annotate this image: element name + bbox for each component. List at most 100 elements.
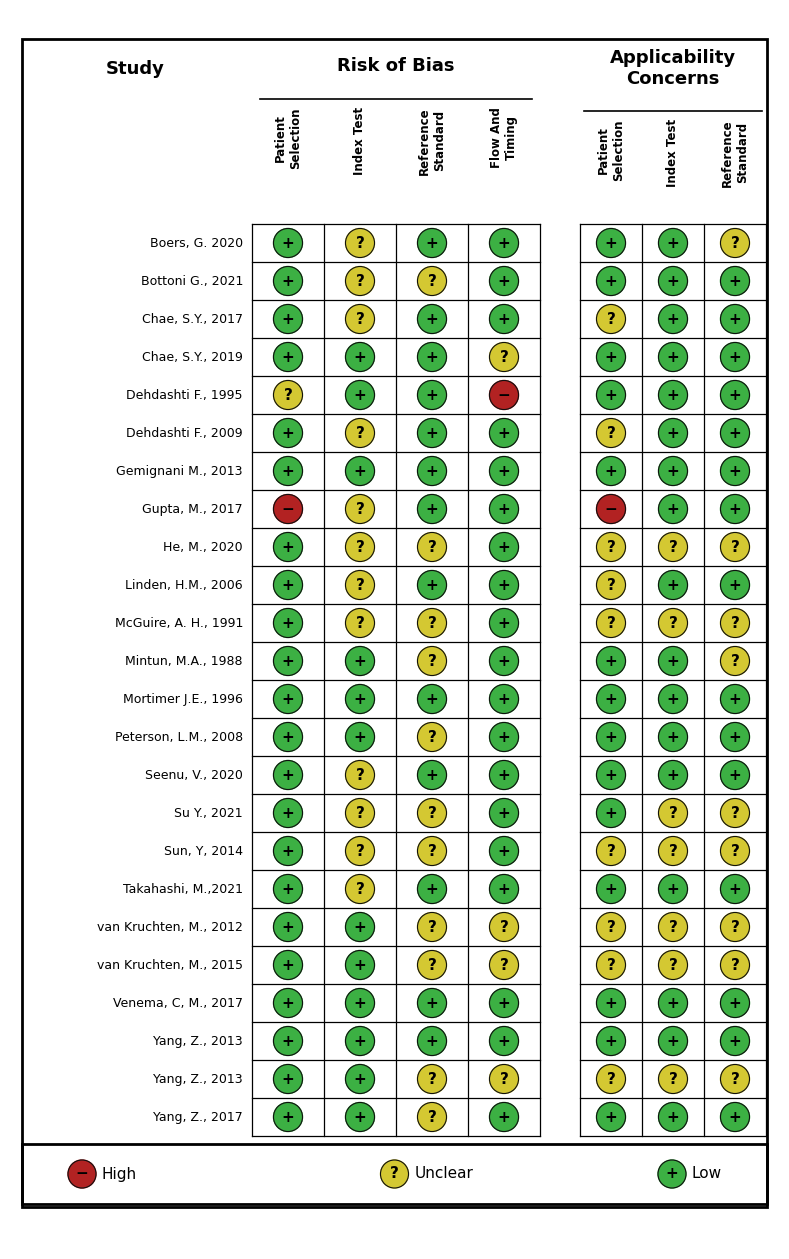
- Text: +: +: [604, 463, 617, 478]
- Text: ?: ?: [731, 919, 739, 934]
- Circle shape: [489, 836, 518, 865]
- Text: ?: ?: [668, 616, 678, 631]
- Text: He, M., 2020: He, M., 2020: [163, 540, 243, 554]
- Text: +: +: [425, 426, 439, 441]
- Circle shape: [489, 1103, 518, 1132]
- Text: ?: ?: [731, 235, 739, 251]
- Text: ?: ?: [731, 1071, 739, 1087]
- Circle shape: [659, 1065, 687, 1094]
- Text: Yang, Z., 2017: Yang, Z., 2017: [153, 1110, 243, 1123]
- Text: ?: ?: [356, 578, 365, 593]
- Text: ?: ?: [731, 616, 739, 631]
- Text: +: +: [604, 806, 617, 821]
- Text: +: +: [353, 958, 366, 972]
- Circle shape: [346, 1026, 375, 1055]
- Circle shape: [596, 418, 626, 447]
- Text: Yang, Z., 2013: Yang, Z., 2013: [153, 1035, 243, 1047]
- Text: +: +: [282, 235, 294, 251]
- Text: +: +: [728, 691, 742, 706]
- Text: ?: ?: [428, 540, 436, 554]
- Circle shape: [274, 380, 302, 409]
- Text: ?: ?: [668, 1071, 678, 1087]
- Circle shape: [659, 1026, 687, 1055]
- Text: Linden, H.M., 2006: Linden, H.M., 2006: [125, 578, 243, 592]
- Text: +: +: [667, 729, 679, 744]
- Text: ?: ?: [356, 426, 365, 441]
- Text: +: +: [425, 350, 439, 365]
- Text: ?: ?: [607, 844, 615, 859]
- Circle shape: [659, 685, 687, 714]
- Circle shape: [489, 913, 518, 942]
- Text: +: +: [498, 844, 510, 859]
- Text: Chae, S.Y., 2019: Chae, S.Y., 2019: [142, 350, 243, 364]
- Circle shape: [346, 723, 375, 752]
- Circle shape: [346, 875, 375, 904]
- Circle shape: [274, 267, 302, 296]
- Circle shape: [658, 1160, 686, 1188]
- Text: Sun, Y, 2014: Sun, Y, 2014: [164, 845, 243, 857]
- Circle shape: [346, 1103, 375, 1132]
- Text: +: +: [282, 768, 294, 783]
- Circle shape: [720, 760, 750, 789]
- Circle shape: [720, 380, 750, 409]
- Text: +: +: [282, 806, 294, 821]
- Text: ?: ?: [499, 958, 508, 972]
- Circle shape: [659, 951, 687, 980]
- Text: +: +: [425, 463, 439, 478]
- Text: −: −: [604, 501, 617, 516]
- Text: ?: ?: [607, 540, 615, 554]
- Text: +: +: [282, 426, 294, 441]
- Text: ?: ?: [607, 578, 615, 593]
- Text: ?: ?: [356, 540, 365, 554]
- Circle shape: [596, 380, 626, 409]
- Circle shape: [417, 875, 447, 904]
- Circle shape: [659, 342, 687, 371]
- Circle shape: [720, 951, 750, 980]
- Text: van Kruchten, M., 2015: van Kruchten, M., 2015: [97, 958, 243, 972]
- Text: ?: ?: [428, 1071, 436, 1087]
- Text: +: +: [425, 691, 439, 706]
- Text: ?: ?: [607, 919, 615, 934]
- Text: +: +: [425, 768, 439, 783]
- Circle shape: [346, 988, 375, 1017]
- Circle shape: [417, 570, 447, 599]
- Circle shape: [659, 457, 687, 486]
- Text: +: +: [728, 1109, 742, 1124]
- Circle shape: [720, 1026, 750, 1055]
- Circle shape: [274, 457, 302, 486]
- Text: +: +: [728, 463, 742, 478]
- Text: ?: ?: [499, 1071, 508, 1087]
- Circle shape: [720, 495, 750, 524]
- Text: Risk of Bias: Risk of Bias: [337, 57, 454, 76]
- Circle shape: [720, 570, 750, 599]
- Circle shape: [489, 760, 518, 789]
- Text: +: +: [667, 273, 679, 288]
- Text: ?: ?: [607, 426, 615, 441]
- Circle shape: [274, 608, 302, 637]
- Circle shape: [274, 1065, 302, 1094]
- Text: ?: ?: [428, 729, 436, 744]
- Text: Patient
Selection: Patient Selection: [274, 107, 302, 169]
- Circle shape: [274, 988, 302, 1017]
- Circle shape: [346, 685, 375, 714]
- Circle shape: [274, 798, 302, 827]
- Text: +: +: [498, 540, 510, 554]
- Circle shape: [489, 951, 518, 980]
- Text: ?: ?: [356, 311, 365, 326]
- Text: +: +: [728, 768, 742, 783]
- Text: +: +: [282, 540, 294, 554]
- Text: Yang, Z., 2013: Yang, Z., 2013: [153, 1073, 243, 1085]
- Circle shape: [417, 647, 447, 676]
- Circle shape: [346, 305, 375, 334]
- Circle shape: [596, 228, 626, 258]
- Text: ?: ?: [668, 958, 678, 972]
- Text: +: +: [282, 1109, 294, 1124]
- Circle shape: [659, 723, 687, 752]
- Circle shape: [489, 533, 518, 562]
- Text: Chae, S.Y., 2017: Chae, S.Y., 2017: [142, 312, 243, 326]
- Text: Index Test: Index Test: [353, 107, 367, 175]
- Text: +: +: [498, 691, 510, 706]
- Circle shape: [274, 228, 302, 258]
- Circle shape: [720, 608, 750, 637]
- Circle shape: [274, 875, 302, 904]
